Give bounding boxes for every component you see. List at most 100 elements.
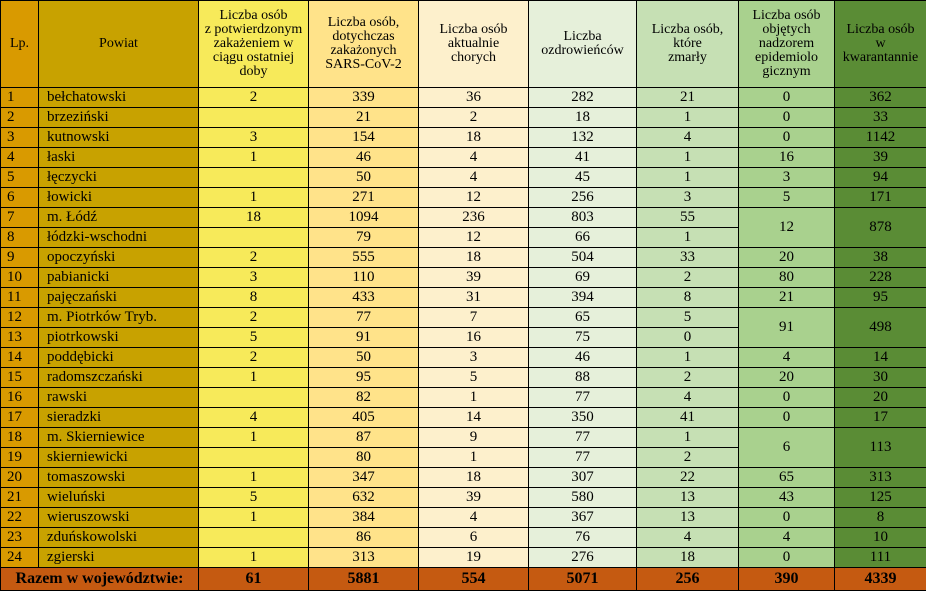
cell-powiat: radomszczański (38, 367, 199, 388)
cell-daily: 5 (198, 487, 309, 508)
cell-recovered: 41 (528, 147, 637, 168)
total-deaths: 256 (636, 567, 739, 591)
cell-lp: 12 (0, 307, 39, 328)
total-total: 5881 (308, 567, 419, 591)
table-row: 23 zduńskowolski 86 6 76 4 4 10 (0, 527, 926, 548)
table-row: 4 łaski 1 46 4 41 1 16 39 (0, 147, 926, 168)
cell-daily: 1 (198, 467, 309, 488)
cell-recovered: 580 (528, 487, 637, 508)
total-label: Razem w województwie: (0, 567, 199, 591)
header-daily: Liczba osób z potwierdzonym zakażeniem w ci… (198, 0, 309, 88)
cell-deaths: 0 (636, 327, 739, 348)
cell-lp: 9 (0, 247, 39, 268)
header-sick: Liczba osób aktualnie chorych (418, 0, 529, 88)
cell-total: 87 (308, 427, 419, 448)
total-sick: 554 (418, 567, 529, 591)
cell-lp: 5 (0, 167, 39, 188)
cell-daily: 18 (198, 207, 309, 228)
cell-powiat: pabianicki (38, 267, 199, 288)
header-line: Liczba osób (219, 8, 288, 23)
cell-sick: 18 (418, 247, 529, 268)
cell-recovered: 66 (528, 227, 637, 248)
cell-sick: 31 (418, 287, 529, 308)
cell-quarantine: 95 (834, 287, 926, 308)
cell-quarantine: 362 (834, 87, 926, 108)
cell-powiat: zgierski (38, 547, 199, 568)
total-daily: 61 (198, 567, 309, 591)
cell-total: 50 (308, 347, 419, 368)
cell-quarantine: 14 (834, 347, 926, 368)
header-deaths: Liczba osób, które zmarły (636, 0, 739, 88)
header-line: z potwierdzonym (204, 22, 303, 37)
header-line: Liczba osób (752, 8, 821, 23)
cell-total: 271 (308, 187, 419, 208)
cell-quarantine: 8 (834, 507, 926, 528)
header-line: zakażonych (330, 43, 397, 58)
cell-recovered: 77 (528, 387, 637, 408)
cell-sick: 19 (418, 547, 529, 568)
header-quarantine: Liczba osób w kwarantannie (834, 0, 926, 88)
cell-recovered: 276 (528, 547, 637, 568)
table-row: 14 poddębicki 2 50 3 46 1 4 14 (0, 347, 926, 368)
header-line: ciągu ostatniej (212, 50, 295, 65)
header-line: w (875, 36, 886, 51)
cell-deaths: 4 (636, 127, 739, 148)
header-line: gicznym (762, 64, 811, 79)
cell-daily: 8 (198, 287, 309, 308)
cell-total: 77 (308, 307, 419, 328)
cell-sick: 12 (418, 187, 529, 208)
table-row: 1 bełchatowski 2 339 36 282 21 0 362 (0, 87, 926, 108)
cell-daily: 2 (198, 307, 309, 328)
cell-lp: 13 (0, 327, 39, 348)
header-line: kwarantannie (842, 50, 919, 65)
cell-powiat: sieradzki (38, 407, 199, 428)
cell-lp: 14 (0, 347, 39, 368)
header-total: Liczba osób, dotychczas zakażonych SARS-CoV… (308, 0, 419, 88)
cell-supervision: 43 (738, 487, 835, 508)
cell-lp: 6 (0, 187, 39, 208)
header-line: Liczba osób, (651, 22, 724, 37)
table-row: 9 opoczyński 2 555 18 504 33 20 38 (0, 247, 926, 268)
cell-quarantine: 125 (834, 487, 926, 508)
cell-deaths: 4 (636, 387, 739, 408)
cell-powiat: łaski (38, 147, 199, 168)
table-row: 22 wieruszowski 1 384 4 367 13 0 8 (0, 507, 926, 528)
cell-recovered: 75 (528, 327, 637, 348)
cell-deaths: 13 (636, 507, 739, 528)
cell-supervision: 0 (738, 547, 835, 568)
cell-supervision: 0 (738, 387, 835, 408)
cell-total: 632 (308, 487, 419, 508)
cell-recovered: 504 (528, 247, 637, 268)
cell-deaths: 55 (636, 207, 739, 228)
cell-lp: 8 (0, 227, 39, 248)
cell-sick: 39 (418, 267, 529, 288)
cell-recovered: 282 (528, 87, 637, 108)
cell-sick: 3 (418, 347, 529, 368)
header-row: Lp. Powiat Liczba osób z potwierdzonym zak… (0, 0, 926, 88)
cell-deaths: 2 (636, 447, 739, 468)
cell-total: 384 (308, 507, 419, 528)
cell-lp: 11 (0, 287, 39, 308)
cell-sick: 14 (418, 407, 529, 428)
cell-deaths: 21 (636, 87, 739, 108)
header-line: ozdrowieńców (541, 43, 624, 58)
table-row: 5 łęczycki 50 4 45 1 3 94 (0, 167, 926, 188)
cell-quarantine: 498 (834, 307, 926, 348)
table-row: 7 m. Łódź 18 1094 236 803 55 12 878 (0, 207, 926, 248)
cell-quarantine: 113 (834, 427, 926, 468)
cell-quarantine: 30 (834, 367, 926, 388)
cell-lp: 24 (0, 547, 39, 568)
cell-sick: 39 (418, 487, 529, 508)
cell-quarantine: 1142 (834, 127, 926, 148)
cell-lp: 21 (0, 487, 39, 508)
cell-supervision: 4 (738, 347, 835, 368)
cell-powiat: brzeziński (38, 107, 199, 128)
cell-daily (198, 447, 309, 468)
cell-deaths: 13 (636, 487, 739, 508)
cell-recovered: 18 (528, 107, 637, 128)
table-row: 24 zgierski 1 313 19 276 18 0 111 (0, 547, 926, 568)
cell-total: 80 (308, 447, 419, 468)
cell-lp: 10 (0, 267, 39, 288)
cell-sick: 2 (418, 107, 529, 128)
